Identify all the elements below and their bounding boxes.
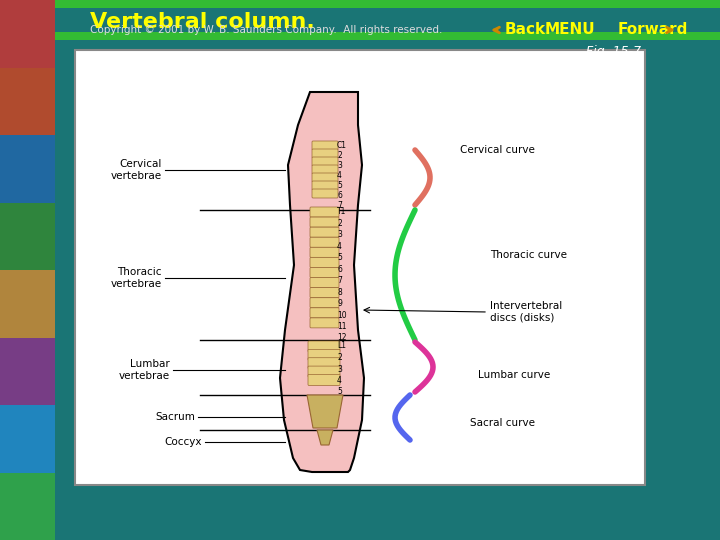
Text: Sacrum: Sacrum xyxy=(155,412,195,422)
Text: 7: 7 xyxy=(337,200,342,210)
FancyBboxPatch shape xyxy=(308,341,340,352)
Text: Lumbar curve: Lumbar curve xyxy=(478,370,550,380)
FancyBboxPatch shape xyxy=(312,181,338,190)
FancyBboxPatch shape xyxy=(310,318,339,328)
Text: Vertebral column.: Vertebral column. xyxy=(90,12,315,32)
Text: 6: 6 xyxy=(337,265,342,274)
Text: 4: 4 xyxy=(337,171,342,179)
FancyBboxPatch shape xyxy=(312,141,338,150)
Text: Fig. 15-7.: Fig. 15-7. xyxy=(586,45,645,58)
Text: 3: 3 xyxy=(337,364,342,374)
Text: 10: 10 xyxy=(337,310,346,320)
Text: 4: 4 xyxy=(337,376,342,385)
Text: 6: 6 xyxy=(337,191,342,199)
Bar xyxy=(0,338,55,405)
FancyBboxPatch shape xyxy=(310,247,339,258)
Text: Forward: Forward xyxy=(618,23,688,37)
Bar xyxy=(55,32,720,40)
FancyBboxPatch shape xyxy=(312,173,338,182)
Text: 7: 7 xyxy=(337,276,342,285)
FancyBboxPatch shape xyxy=(310,298,339,308)
Bar xyxy=(0,68,55,135)
Text: 2: 2 xyxy=(337,151,342,159)
Text: Sacral curve: Sacral curve xyxy=(470,418,535,428)
Text: L1: L1 xyxy=(337,341,346,350)
Text: Cervical
vertebrae: Cervical vertebrae xyxy=(111,159,162,181)
FancyBboxPatch shape xyxy=(310,278,339,288)
Bar xyxy=(0,405,55,472)
FancyBboxPatch shape xyxy=(310,308,339,318)
Text: 9: 9 xyxy=(337,299,342,308)
Bar xyxy=(0,0,55,68)
Text: 5: 5 xyxy=(337,388,342,396)
Text: 8: 8 xyxy=(337,288,342,296)
FancyBboxPatch shape xyxy=(310,207,339,217)
FancyBboxPatch shape xyxy=(312,189,338,198)
Text: 2: 2 xyxy=(337,219,342,228)
FancyBboxPatch shape xyxy=(310,227,339,237)
FancyBboxPatch shape xyxy=(312,165,338,174)
Text: T1: T1 xyxy=(337,207,346,217)
FancyBboxPatch shape xyxy=(308,366,340,377)
Polygon shape xyxy=(307,395,343,428)
Text: 5: 5 xyxy=(337,253,342,262)
Bar xyxy=(0,135,55,202)
Polygon shape xyxy=(280,92,364,472)
Text: 11: 11 xyxy=(337,322,346,331)
Text: Intervertebral
discs (disks): Intervertebral discs (disks) xyxy=(490,301,562,323)
Text: MENU: MENU xyxy=(545,23,595,37)
FancyBboxPatch shape xyxy=(310,217,339,227)
Text: Thoracic
vertebrae: Thoracic vertebrae xyxy=(111,267,162,289)
Text: Coccyx: Coccyx xyxy=(164,437,202,447)
Bar xyxy=(0,202,55,270)
Polygon shape xyxy=(317,430,333,445)
Bar xyxy=(0,472,55,540)
FancyBboxPatch shape xyxy=(310,288,339,298)
Text: Back: Back xyxy=(505,23,546,37)
FancyBboxPatch shape xyxy=(310,258,339,267)
Text: Copyright © 2001 by W. B. Saunders Company.  All rights reserved.: Copyright © 2001 by W. B. Saunders Compa… xyxy=(90,25,442,35)
Text: Lumbar
vertebrae: Lumbar vertebrae xyxy=(119,359,170,381)
Text: 4: 4 xyxy=(337,242,342,251)
Text: Cervical curve: Cervical curve xyxy=(460,145,535,155)
Text: 12: 12 xyxy=(337,334,346,342)
Text: 3: 3 xyxy=(337,231,342,239)
Text: C1: C1 xyxy=(337,140,347,150)
FancyBboxPatch shape xyxy=(312,149,338,158)
Text: 5: 5 xyxy=(337,180,342,190)
FancyBboxPatch shape xyxy=(308,374,340,386)
FancyBboxPatch shape xyxy=(308,357,340,369)
Text: 3: 3 xyxy=(337,160,342,170)
Bar xyxy=(75,50,645,485)
Bar xyxy=(0,270,55,338)
FancyBboxPatch shape xyxy=(308,349,340,360)
Text: Thoracic curve: Thoracic curve xyxy=(490,250,567,260)
FancyBboxPatch shape xyxy=(312,157,338,166)
FancyBboxPatch shape xyxy=(310,237,339,247)
Text: 2: 2 xyxy=(337,353,342,362)
Bar xyxy=(55,0,720,8)
FancyBboxPatch shape xyxy=(310,267,339,278)
